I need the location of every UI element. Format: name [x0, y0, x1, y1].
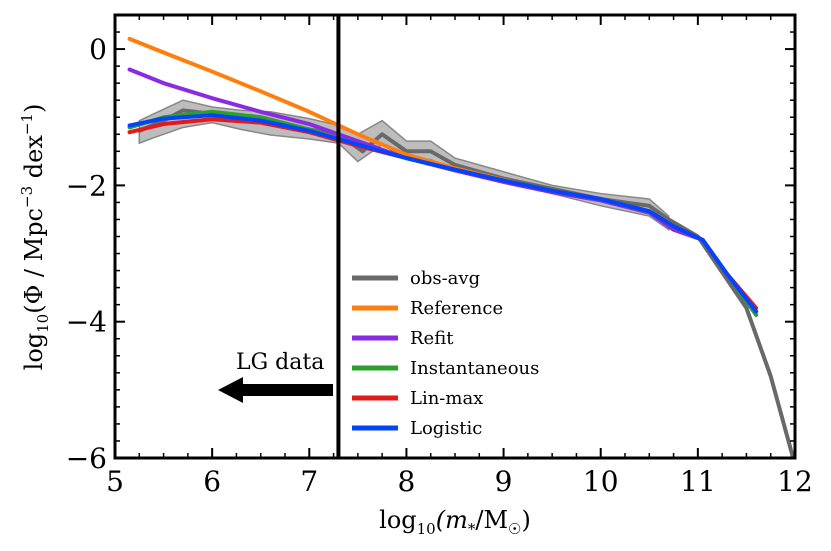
series-logistic-line: [127, 113, 759, 314]
ylabel-sub: 10: [34, 314, 52, 333]
xlabel-star: *: [468, 520, 476, 538]
left-arrow-icon: [218, 377, 333, 403]
y-tick-label: 0: [89, 33, 107, 66]
legend-label-obs-avg: obs-avg: [410, 268, 480, 289]
y-axis-label: log10(Φ / Mpc−3 dex−1): [18, 104, 52, 371]
plot-frame: [113, 13, 797, 460]
y-tick-label: −6: [66, 442, 107, 475]
x-tick-label: 8: [398, 465, 416, 498]
y-tick-label: −2: [66, 169, 107, 202]
x-tick-label: 6: [203, 465, 221, 498]
ylabel-close: ): [20, 104, 48, 113]
x-tick-label: 9: [495, 465, 513, 498]
xlabel-prefix: log: [379, 506, 417, 534]
x-tick-label: 5: [106, 465, 124, 498]
band-layer: [138, 99, 670, 232]
series-layer: [127, 36, 795, 458]
xlabel-body: (m: [436, 506, 468, 534]
ylabel-mid: dex: [20, 135, 48, 186]
x-tick-label: 7: [300, 465, 318, 498]
x-tick-label: 11: [680, 465, 716, 498]
xlabel-close: ): [521, 506, 530, 534]
legend: obs-avg Reference Refit Instantaneous Lin-ma…: [352, 268, 539, 439]
legend-label-reference: Reference: [410, 298, 503, 319]
obs-range-band: [138, 99, 670, 232]
xlabel-sun: ☉: [508, 520, 521, 538]
x-axis-label: log10(m*/M☉): [379, 506, 531, 538]
ylabel-body: (Φ / Mpc: [20, 208, 48, 314]
ylabel-sup1: −3: [18, 186, 36, 208]
legend-label-lin-max: Lin-max: [410, 388, 483, 409]
legend-label-instantaneous: Instantaneous: [410, 358, 539, 379]
x-tick-label: 12: [777, 465, 813, 498]
lg-annotation: LG data: [218, 350, 333, 403]
xlabel-sub: 10: [417, 520, 436, 538]
lg-data-label: LG data: [236, 350, 324, 375]
legend-label-logistic: Logistic: [410, 418, 482, 439]
ylabel-sup2: −1: [18, 113, 36, 135]
tick-layer: 5 6 7 8 9 10 11 12 0 −2 −4 −6: [66, 14, 813, 498]
legend-label-refit: Refit: [410, 328, 454, 349]
y-tick-label: −4: [66, 306, 107, 339]
x-tick-label: 10: [583, 465, 619, 498]
ylabel-prefix: log: [20, 333, 48, 371]
xlabel-tail: /M: [475, 506, 508, 534]
